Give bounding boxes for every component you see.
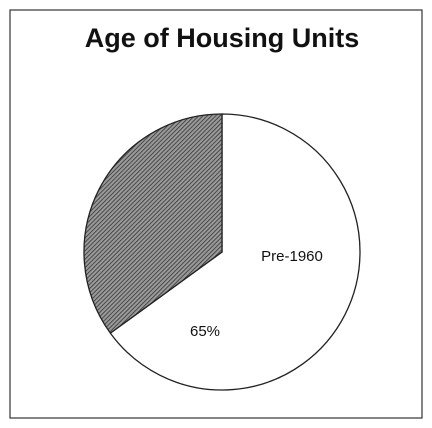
chart-title: Age of Housing Units xyxy=(85,23,359,53)
pie-slice xyxy=(109,113,361,391)
pie-slice xyxy=(83,113,223,335)
slice-label: Pre-1960 xyxy=(261,248,323,265)
value-label: 65% xyxy=(190,323,220,340)
